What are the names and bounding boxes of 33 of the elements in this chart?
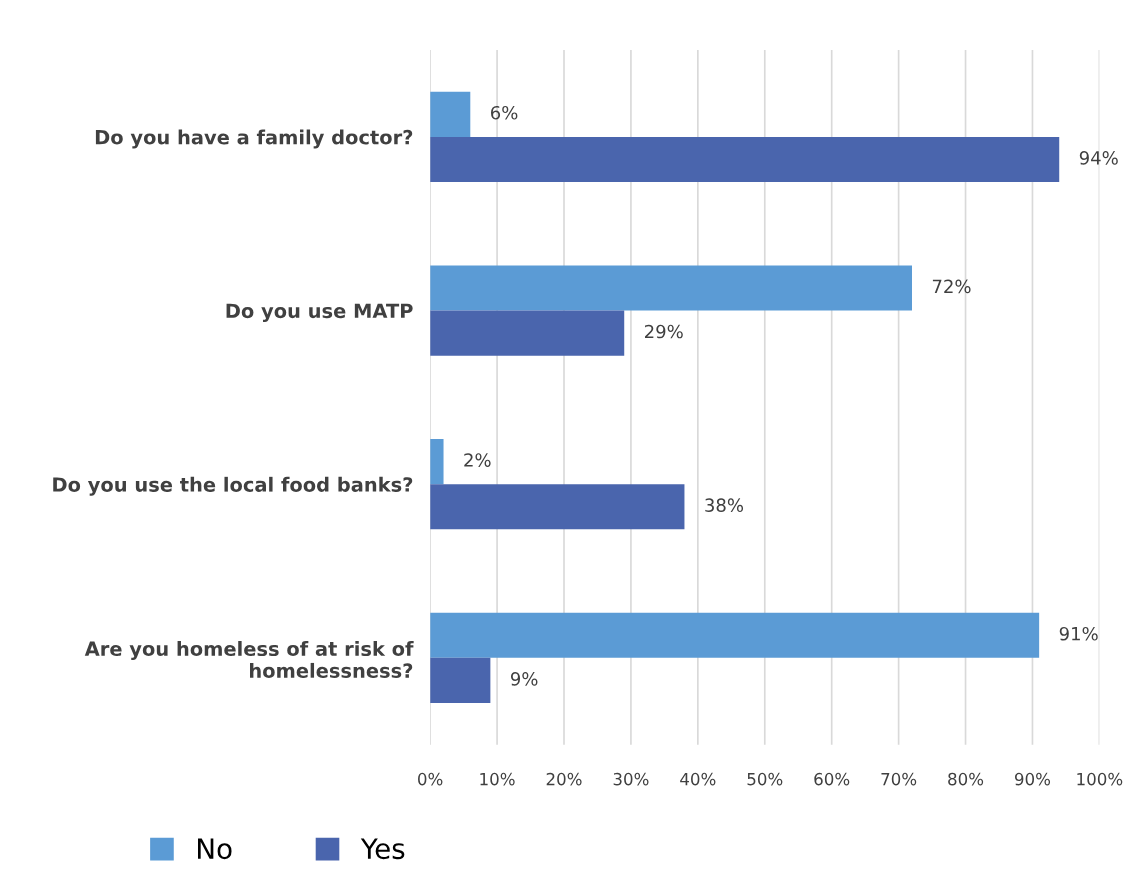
bar [430, 439, 444, 485]
bar [430, 91, 471, 137]
x-tick-label: 40% [680, 772, 716, 786]
x-tick-label: 90% [1014, 772, 1051, 786]
data-label: 6% [491, 105, 518, 120]
data-label: 94% [1079, 151, 1118, 165]
legend-label: No [198, 838, 232, 860]
data-label: 91% [1059, 626, 1098, 641]
y-tick-label: Do you use MATP [226, 303, 413, 323]
x-tick-label: 50% [747, 772, 783, 786]
x-tick-label: 80% [948, 772, 984, 786]
data-label: 2% [464, 453, 491, 467]
x-tick-label: 60% [814, 772, 850, 786]
data-label: 9% [510, 672, 538, 686]
data-label: 38% [705, 498, 744, 513]
x-tick-label: 20% [546, 772, 582, 786]
y-tick-label: Do you use the local food banks? [53, 476, 413, 496]
bar [430, 136, 1060, 183]
y-tick-label: Do you have a family doctor? [95, 129, 413, 149]
bar [430, 310, 625, 356]
legend-label: Yes [360, 838, 405, 860]
bar [430, 657, 491, 704]
x-tick-label: 0% [418, 772, 443, 786]
bar [430, 265, 912, 311]
bar [430, 484, 685, 530]
x-tick-label: 100% [1077, 772, 1123, 786]
x-tick-label: 70% [881, 772, 917, 786]
bar [430, 612, 1040, 658]
x-tick-label: 10% [480, 772, 515, 786]
y-tick-label: Are you homeless of at risk of homelessness? [84, 641, 414, 678]
data-label: 72% [932, 279, 971, 294]
data-label: 29% [644, 324, 683, 339]
x-tick-label: 30% [613, 772, 649, 786]
